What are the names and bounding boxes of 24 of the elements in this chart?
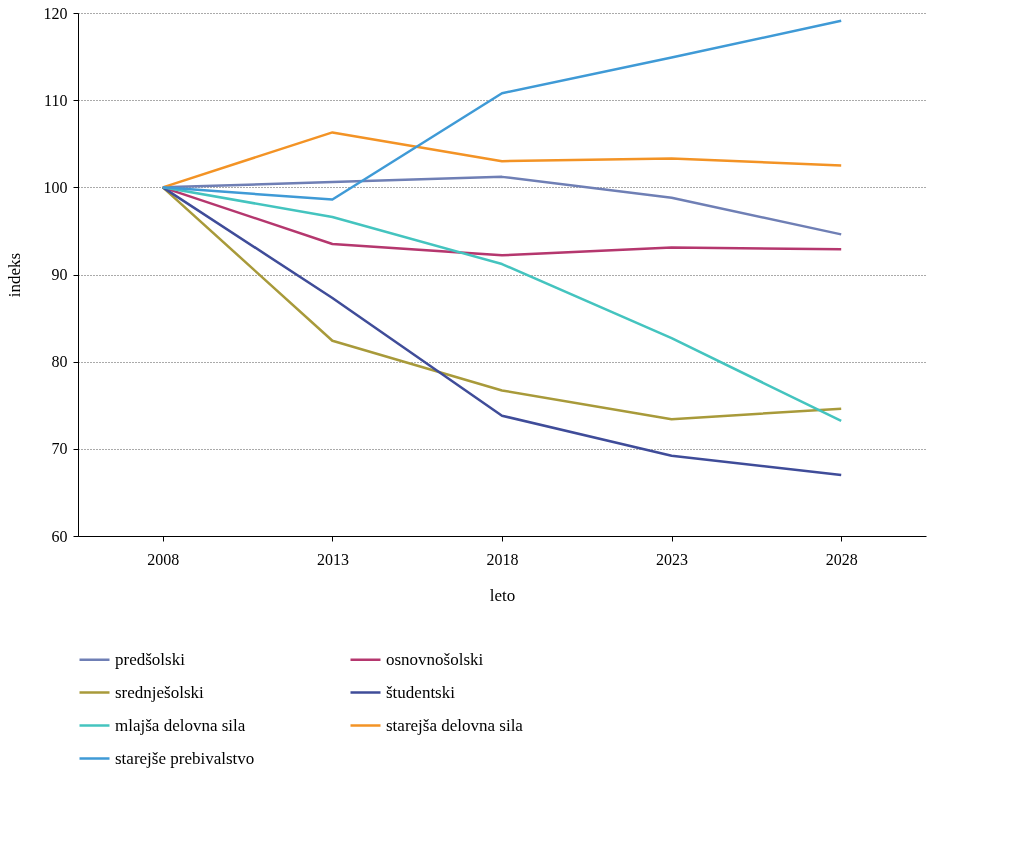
legend-label: starejše prebivalstvo bbox=[115, 748, 255, 768]
legend-label: predšolski bbox=[115, 649, 186, 669]
legend-label: srednješolski bbox=[115, 682, 205, 702]
x-axis-title: leto bbox=[489, 585, 516, 605]
legend-label: študentski bbox=[386, 682, 456, 702]
y-tick-label: 70 bbox=[51, 440, 68, 458]
x-tick-label: 2028 bbox=[825, 550, 858, 568]
line-series bbox=[161, 131, 843, 189]
x-tick-label: 2023 bbox=[656, 550, 689, 568]
y-axis-title: indeks bbox=[4, 252, 24, 298]
legend-label: starejša delovna sila bbox=[386, 715, 524, 735]
y-tick-label: 100 bbox=[43, 178, 68, 196]
legend-label: mlajša delovna sila bbox=[115, 715, 246, 735]
x-tick-label: 2013 bbox=[316, 550, 349, 568]
line-series bbox=[161, 186, 843, 477]
x-tick-label: 2008 bbox=[147, 550, 180, 568]
y-tick-label: 80 bbox=[51, 353, 68, 371]
y-tick-label: 60 bbox=[51, 527, 68, 545]
legend-label: osnovnošolski bbox=[386, 649, 484, 669]
y-tick-label: 90 bbox=[51, 266, 68, 283]
line-series bbox=[161, 19, 843, 201]
y-tick-label: 110 bbox=[44, 91, 68, 109]
y-tick-label: 120 bbox=[43, 4, 68, 22]
x-tick-label: 2018 bbox=[486, 550, 519, 568]
